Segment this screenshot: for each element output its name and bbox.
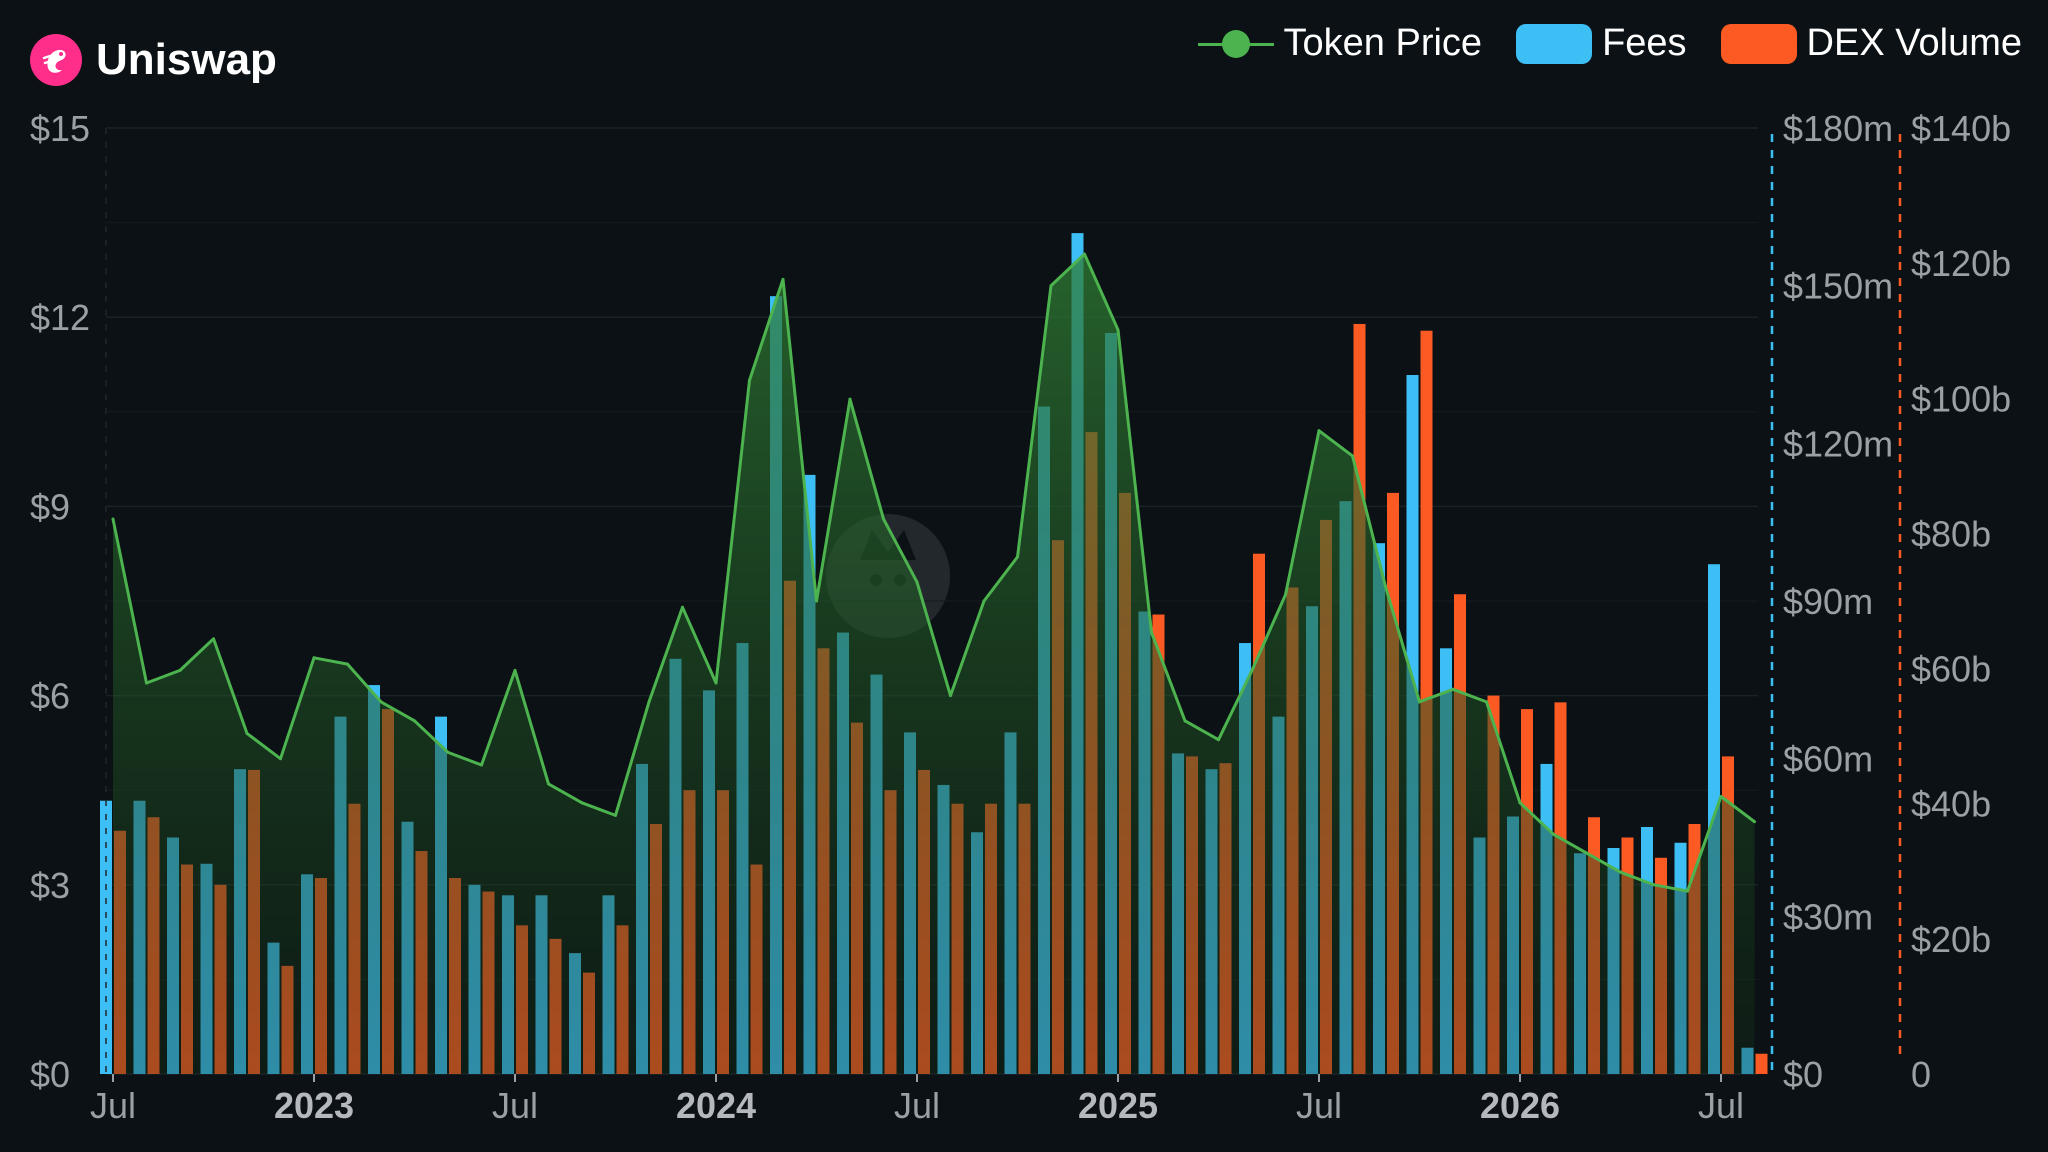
token-price-point	[781, 277, 785, 281]
legend-label: Token Price	[1283, 22, 1483, 64]
volume-axis-tick: $140b	[1911, 108, 2011, 149]
token-price-point	[413, 719, 416, 723]
fees-axis-tick: $60m	[1783, 739, 1873, 780]
token-price-point	[1250, 668, 1254, 672]
token-price-point	[848, 397, 852, 401]
fees-axis-tick: $0	[1783, 1054, 1823, 1095]
token-price-area	[113, 254, 1755, 1075]
token-price-point	[1552, 832, 1555, 836]
token-price-point	[1116, 328, 1120, 332]
x-axis-tick: 2026	[1480, 1085, 1560, 1126]
price-axis-tick: $0	[30, 1054, 70, 1095]
x-axis-tick: 2025	[1078, 1085, 1158, 1126]
token-price-point	[245, 731, 249, 735]
fees-axis-tick: $90m	[1783, 581, 1873, 622]
token-price-point	[1183, 719, 1187, 723]
token-price-point	[178, 668, 182, 672]
token-price-point	[647, 700, 651, 704]
price-axis-tick: $15	[30, 108, 90, 149]
legend-label: Fees	[1602, 22, 1687, 64]
token-price-line	[111, 252, 1756, 893]
token-price-point	[1485, 700, 1488, 704]
token-price-point	[1150, 631, 1153, 635]
volume-axis-tick: $80b	[1911, 513, 1991, 554]
token-price-point	[681, 605, 684, 609]
token-price-point	[982, 599, 986, 603]
token-price-point	[1719, 795, 1723, 799]
x-axis-tick: Jul	[894, 1085, 940, 1126]
legend-swatch-fees	[1516, 23, 1593, 64]
token-price-point	[1753, 820, 1756, 824]
token-price-point	[1619, 870, 1622, 874]
volume-axis-tick: $120b	[1911, 243, 2011, 284]
token-price-point	[1217, 738, 1220, 742]
legend-item-fees[interactable]: Fees	[1516, 22, 1687, 65]
price-axis-tick: $12	[30, 297, 90, 338]
x-axis-tick: Jul	[90, 1085, 136, 1126]
token-price-point	[346, 662, 349, 666]
brand-name: Uniswap	[96, 35, 277, 84]
token-price-point	[714, 681, 718, 685]
volume-axis-tick: $20b	[1911, 919, 1991, 960]
dex-volume-bar	[1755, 1053, 1768, 1074]
fees-axis-tick: $120m	[1783, 423, 1893, 464]
token-price-point	[1049, 284, 1053, 288]
volume-axis-tick: $100b	[1911, 378, 2011, 419]
price-axis-tick: $9	[30, 486, 70, 527]
price-axis-tick: $3	[30, 865, 70, 906]
x-axis-tick: Jul	[1698, 1085, 1744, 1126]
token-price-point	[949, 694, 952, 698]
x-axis-tick: 2024	[676, 1085, 756, 1126]
token-price-point	[1585, 851, 1589, 855]
legend: Token Price Fees DEX Volume	[1164, 22, 2022, 65]
legend-item-dex-volume[interactable]: DEX Volume	[1720, 22, 2022, 65]
token-price-point	[547, 782, 550, 786]
uniswap-logo-icon	[30, 34, 82, 86]
fees-axis-tick: $30m	[1783, 896, 1873, 937]
legend-swatch-dex-volume	[1720, 23, 1797, 64]
token-price-point	[379, 700, 383, 704]
token-price-point	[1418, 700, 1421, 704]
volume-axis-tick: $60b	[1911, 649, 1991, 690]
token-price-point	[1384, 586, 1388, 590]
token-price-point	[312, 656, 316, 660]
price-axis-tick: $6	[30, 676, 70, 717]
token-price-point	[1518, 801, 1522, 805]
volume-axis-tick: $40b	[1911, 784, 1991, 825]
x-axis-tick: 2023	[274, 1085, 354, 1126]
x-axis-tick: Jul	[1296, 1085, 1342, 1126]
token-price-point	[1284, 593, 1287, 597]
token-price-point	[111, 517, 115, 521]
fees-axis-tick: $150m	[1783, 266, 1893, 307]
token-price-point	[145, 681, 148, 685]
token-price-point	[1351, 454, 1354, 458]
token-price-point	[1317, 429, 1321, 433]
fees-axis-tick: $180m	[1783, 108, 1893, 149]
token-price-point	[513, 668, 517, 672]
legend-item-token-price[interactable]: Token Price	[1197, 22, 1483, 65]
token-price-point	[1083, 252, 1086, 256]
token-price-point	[1016, 555, 1019, 559]
brand: Uniswap	[30, 34, 277, 86]
token-price-point	[446, 750, 450, 754]
token-price-point	[212, 637, 215, 641]
token-price-point	[1652, 883, 1656, 887]
legend-label: DEX Volume	[1806, 22, 2022, 64]
token-price-point	[882, 517, 885, 521]
token-price-point	[815, 599, 818, 603]
token-price-point	[614, 813, 617, 817]
fees-bar	[100, 800, 112, 1074]
token-price-point	[1451, 687, 1455, 691]
token-price-point	[279, 757, 282, 761]
token-price-point	[915, 580, 919, 584]
token-price-point	[748, 378, 751, 382]
token-price-point	[1686, 889, 1689, 893]
token-price-point	[480, 763, 483, 767]
legend-swatch-token-price	[1197, 24, 1274, 64]
volume-axis-tick: 0	[1911, 1054, 1931, 1095]
token-price-point	[580, 801, 584, 805]
x-axis-tick: Jul	[492, 1085, 538, 1126]
